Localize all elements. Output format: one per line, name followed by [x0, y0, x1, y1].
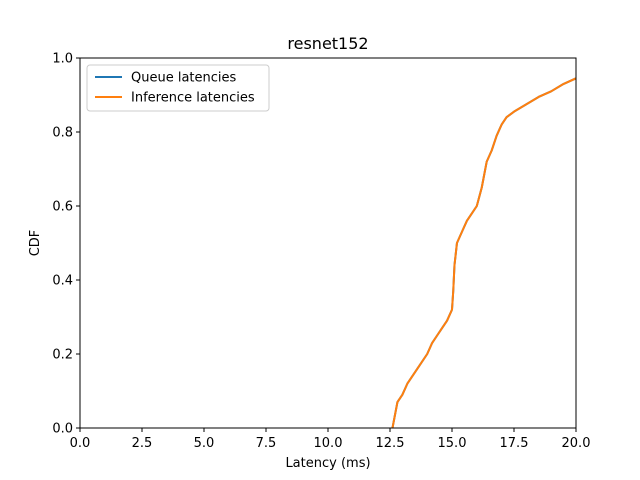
x-axis-ticks: 0.0 2.5 5.0 7.5 10.0 12.5 15.0 17.5 20.0: [70, 428, 591, 451]
legend-box: [86, 64, 270, 112]
x-tick-label: 20.0: [562, 436, 591, 451]
x-tick-label: 0.0: [70, 436, 91, 451]
y-tick-label: 1.0: [52, 52, 73, 67]
x-tick-label: 5.0: [194, 436, 215, 451]
y-axis-label: CDF: [28, 230, 43, 257]
x-tick-label: 7.5: [256, 436, 277, 451]
series-line-inference-latencies: [391, 77, 576, 428]
x-tick-label: 12.5: [376, 436, 405, 451]
y-tick-label: 0.8: [52, 126, 73, 141]
x-tick-label: 10.0: [314, 436, 343, 451]
legend: Queue latencies Inference latencies: [86, 64, 270, 112]
x-axis-label: Latency (ms): [285, 456, 370, 471]
y-tick-label: 0.6: [52, 200, 73, 215]
y-tick-label: 0.0: [52, 422, 73, 437]
y-tick-label: 0.2: [52, 348, 73, 363]
x-tick-label: 15.0: [438, 436, 467, 451]
legend-label-queue-latencies: Queue latencies: [131, 71, 237, 86]
series-layer: [391, 77, 576, 428]
y-tick-label: 0.4: [52, 274, 73, 289]
chart-title: resnet152: [287, 34, 368, 53]
x-tick-label: 2.5: [132, 436, 153, 451]
x-tick-label: 17.5: [500, 436, 529, 451]
y-axis-ticks: 0.0 0.2 0.4 0.6 0.8 1.0: [52, 52, 80, 437]
legend-label-inference-latencies: Inference latencies: [131, 91, 255, 106]
